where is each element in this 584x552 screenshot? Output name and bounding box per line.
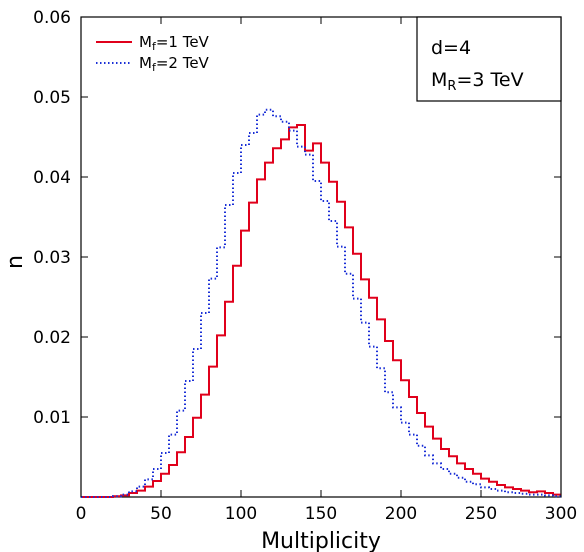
x-tick-label: 50 <box>150 504 172 524</box>
y-tick-label: 0.05 <box>33 88 71 108</box>
series-layer <box>81 108 561 498</box>
parameter-dimension: d=4 <box>431 37 471 59</box>
y-tick-label: 0.04 <box>33 168 71 188</box>
y-tick-label: 0.06 <box>33 8 71 28</box>
x-tick-label: 100 <box>225 504 257 524</box>
y-tick-label: 0.03 <box>33 248 71 268</box>
parameter-box: d=4 MR=3 TeV <box>416 16 562 102</box>
x-tick-label: 150 <box>305 504 337 524</box>
legend-label-series-2: Mf=2 TeV <box>139 54 210 74</box>
series-1-histogram-line <box>81 124 561 498</box>
plot-area: 0 50 100 150 200 250 300 0.01 0.02 0.03 0.04 0.05 0.… <box>33 8 577 524</box>
series-2-histogram-line <box>81 108 561 498</box>
x-tick-label: 0 <box>76 504 87 524</box>
x-tick-label: 250 <box>465 504 497 524</box>
legend-label-series-1: Mf=1 TeV <box>139 33 210 53</box>
x-tick-label: 300 <box>545 504 577 524</box>
tick-layer: 0 50 100 150 200 250 300 0.01 0.02 0.03 0.04 0.05 0.… <box>33 8 577 524</box>
parameter-box-frame <box>416 16 562 102</box>
y-tick-label: 0.01 <box>33 408 71 428</box>
y-tick-label: 0.02 <box>33 328 71 348</box>
parameter-mass-scale: MR=3 TeV <box>431 69 524 94</box>
x-tick-label: 200 <box>385 504 417 524</box>
legend: Mf=1 TeV Mf=2 TeV <box>96 33 210 74</box>
x-axis-title: Multiplicity <box>261 529 381 552</box>
y-axis-title: n <box>3 255 28 269</box>
